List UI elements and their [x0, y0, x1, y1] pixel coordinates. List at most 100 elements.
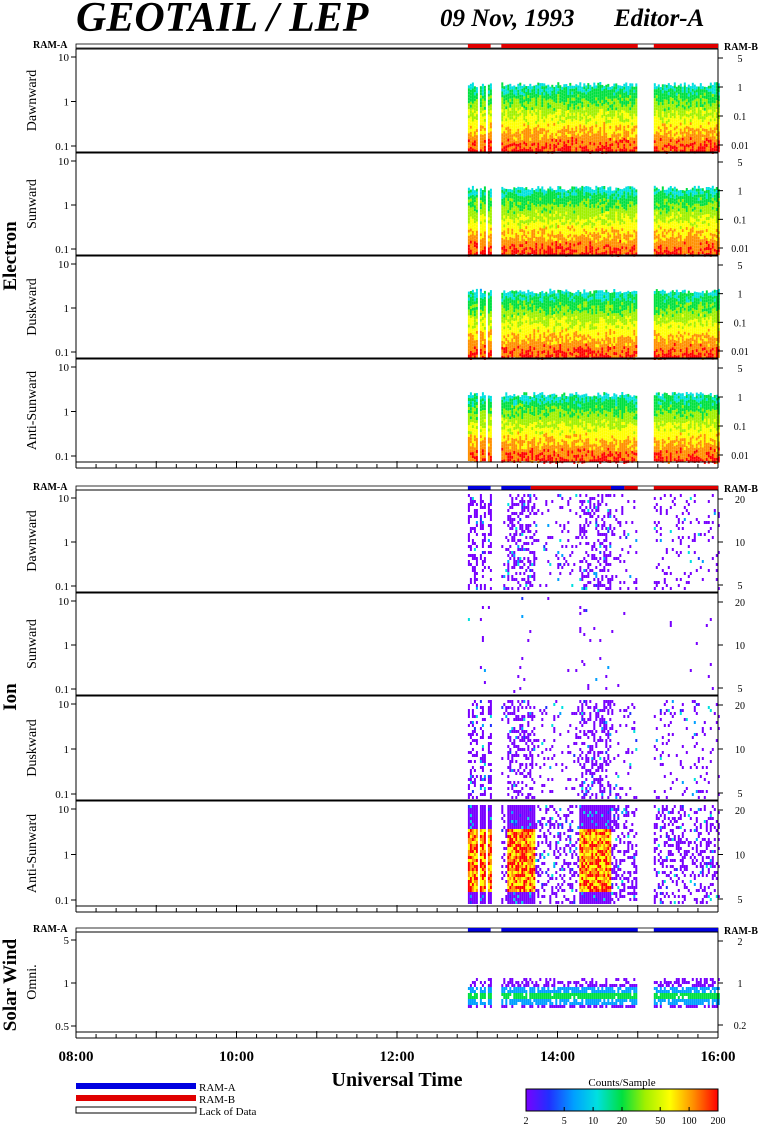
left-tick-label: 0.5	[55, 1021, 69, 1033]
spectrogram-panel: Sunward 10 1 0.1 20 10 5	[25, 592, 745, 696]
right-tick-label: 0.1	[734, 318, 747, 329]
ram-segment	[501, 486, 531, 490]
right-tick-label: 0.1	[734, 112, 747, 123]
left-tick-label: 1	[64, 537, 70, 549]
left-tick-label: 1	[64, 850, 70, 862]
left-tick-label: 10	[58, 493, 70, 505]
right-tick-label: 20	[735, 701, 745, 712]
left-tick-label: 10	[58, 804, 70, 816]
panel-label: Anti-Sunward	[25, 814, 40, 893]
spectrogram-cells	[467, 392, 720, 464]
right-tick-label: 0.01	[731, 244, 749, 255]
left-tick-label: 0.1	[55, 684, 69, 696]
right-tick-label: 1	[738, 187, 743, 198]
spectrogram-panel: Omni. 5 1 0.5 2 1 0.2	[25, 931, 747, 1033]
left-tick-label: 0.1	[55, 451, 69, 463]
right-tick-label: 20	[735, 806, 745, 817]
panel-area: RAM-A RAM-B Dawnward 10 1 0.1 5 1 0.1 0.01 Sunward…	[25, 40, 758, 1033]
right-tick-label: 5	[738, 364, 743, 375]
right-tick-label: 2	[738, 937, 743, 948]
ram-b-tag: RAM-B	[724, 42, 758, 53]
time-tick-label: 14:00	[540, 1049, 575, 1065]
spectrogram-panel: Dawnward 10 1 0.1 5 1 0.1 0.01	[25, 48, 749, 154]
ram-segment	[611, 486, 625, 490]
right-tick-label: 10	[735, 851, 745, 862]
panel-frame	[75, 255, 719, 359]
spectrogram-panel: Sunward 10 1 0.1 5 1 0.1 0.01	[25, 152, 749, 257]
panel-frame	[75, 931, 719, 1033]
left-tick-label: 1	[64, 978, 70, 990]
time-tick-label: 12:00	[380, 1049, 415, 1065]
right-tick-label: 0.01	[731, 141, 749, 152]
panel-label: Dawnward	[25, 510, 40, 571]
panel-frame	[75, 592, 719, 696]
spectrogram-panel: Anti-Sunward 10 1 0.1 20 10 5	[25, 800, 745, 907]
legend-lack-label: Lack of Data	[199, 1106, 257, 1118]
right-tick-label: 1	[738, 83, 743, 94]
colorbar-title: Counts/Sample	[588, 1077, 655, 1089]
left-tick-label: 0.1	[55, 244, 69, 256]
left-tick-label: 10	[58, 156, 70, 168]
panel-label: Sunward	[25, 619, 40, 669]
colorbar-tick-label: 20	[617, 1116, 627, 1127]
right-tick-label: 0.01	[731, 451, 749, 462]
plot-title: GEOTAIL / LEP	[76, 0, 369, 41]
spectrogram-cells	[467, 978, 720, 1008]
panel-label: Duskward	[25, 719, 40, 777]
colorbar-tick-label: 100	[682, 1116, 697, 1127]
legend-ram-a-label: RAM-A	[199, 1082, 236, 1094]
right-tick-label: 5	[738, 54, 743, 65]
ram-b-tag: RAM-B	[724, 926, 758, 937]
spectrogram-cells	[467, 185, 720, 257]
ram-segment	[624, 486, 638, 490]
spectrogram-panel: Duskward 10 1 0.1 5 1 0.1 0.01	[25, 255, 749, 360]
right-tick-label: 10	[735, 745, 745, 756]
left-tick-label: 1	[64, 97, 70, 109]
right-tick-label: 0.2	[734, 1021, 747, 1032]
group-labels: Electron Ion Solar Wind	[0, 221, 21, 1031]
left-tick-label: 10	[58, 596, 70, 608]
panel-frame	[75, 48, 719, 153]
spectrogram-panel: Anti-Sunward 10 1 0.1 5 1 0.1 0.01	[25, 358, 749, 464]
colorbar-tick-label: 50	[655, 1116, 665, 1127]
panel-label: Omni.	[25, 964, 40, 999]
ram-b-tag: RAM-B	[724, 484, 758, 495]
panel-label: Duskward	[25, 278, 40, 336]
ram-segment	[467, 928, 491, 932]
right-tick-label: 5	[738, 158, 743, 169]
spectrogram-cells	[467, 494, 720, 590]
spectrogram-cells	[467, 597, 714, 693]
spectrogram-cells	[467, 288, 720, 360]
left-tick-label: 1	[64, 744, 70, 756]
panel-label: Dawnward	[25, 70, 40, 131]
time-tick-label: 08:00	[59, 1049, 94, 1065]
plot-date: 09 Nov, 1993	[440, 5, 574, 32]
colorbar-tick-label: 10	[588, 1116, 598, 1127]
ram-strip: RAM-A RAM-B	[33, 482, 758, 495]
left-tick-label: 0.1	[55, 895, 69, 907]
left-tick-label: 10	[58, 699, 70, 711]
plot-editor: Editor-A	[613, 5, 704, 32]
right-tick-label: 5	[738, 684, 743, 695]
right-tick-label: 1	[738, 979, 743, 990]
legend-lack-swatch	[75, 1106, 197, 1114]
group-label: Solar Wind	[0, 938, 21, 1031]
legend-ram-b-label: RAM-B	[199, 1094, 235, 1106]
ram-segment	[653, 928, 718, 932]
spectrogram-cells	[467, 805, 720, 904]
right-tick-label: 10	[735, 641, 745, 652]
right-tick-label: 5	[738, 261, 743, 272]
left-tick-label: 10	[58, 362, 70, 374]
colorbar-tick-label: 2	[524, 1116, 529, 1127]
left-tick-label: 5	[64, 935, 70, 947]
right-tick-label: 10	[735, 538, 745, 549]
x-axis-label: Universal Time	[332, 1069, 463, 1091]
left-tick-label: 10	[58, 259, 70, 271]
colorbar-tick-label: 5	[562, 1116, 567, 1127]
panel-label: Anti-Sunward	[25, 371, 40, 450]
right-tick-label: 1	[738, 290, 743, 301]
panel-frame	[75, 489, 719, 593]
left-tick-label: 0.1	[55, 347, 69, 359]
ram-segment	[467, 486, 491, 490]
